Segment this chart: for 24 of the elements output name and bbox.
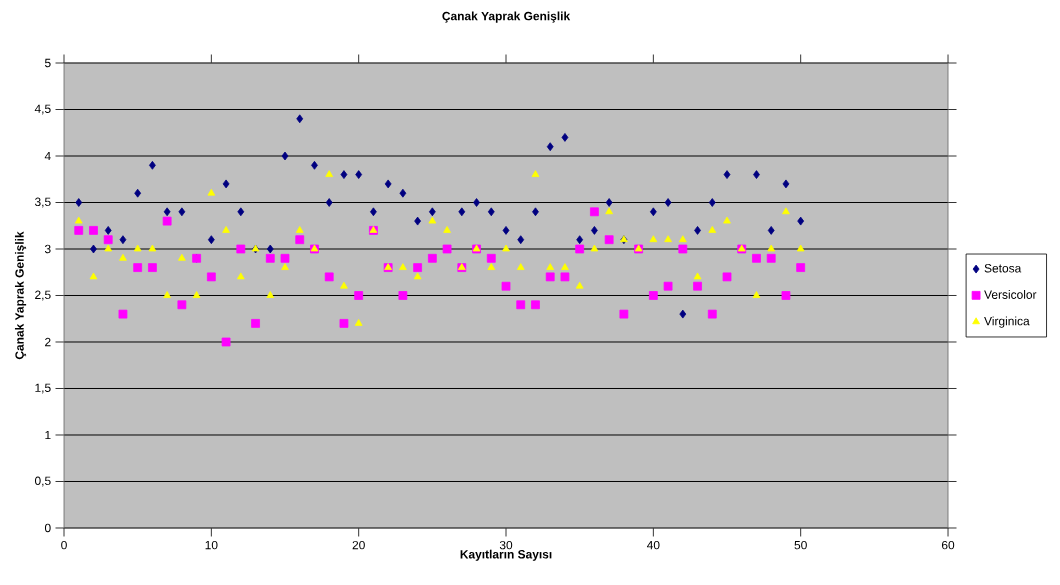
y-tick-label: 2 [45,337,51,347]
x-axis-title: Kayıtların Sayısı [460,549,552,561]
x-tick-label: 40 [646,540,660,550]
y-tick-label: 0,5 [34,476,51,487]
legend-label: Virginica [984,316,1030,328]
y-tick-label: 4,5 [34,104,51,115]
x-tick-label: 60 [941,540,955,550]
y-tick-label: 3 [44,244,51,254]
x-tick-label: 10 [205,540,218,550]
legend-label: Versicolor [984,290,1037,299]
y-tick-label: 4 [44,151,51,161]
x-tick-label: 0 [61,540,67,550]
y-tick-label: 1 [45,430,51,440]
y-axis-title: Çanak Yaprak Genişlik [14,231,27,360]
x-tick-label: 20 [352,540,365,550]
y-tick-label: 1,5 [35,383,51,394]
x-tick-label: 50 [794,540,807,550]
y-tick-label: 5 [44,58,51,68]
y-tick-label: 0 [44,523,51,533]
chart-title: Çanak Yaprak Genişlik [442,11,571,23]
x-tick-label: 30 [499,540,513,550]
y-tick-label: 3,5 [34,197,51,208]
legend-label: Setosa [984,264,1022,273]
y-tick-label: 2,5 [35,290,51,301]
